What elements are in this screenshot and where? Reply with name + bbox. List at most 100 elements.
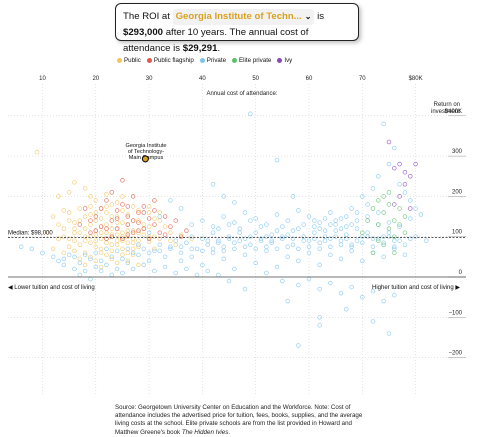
- data-point[interactable]: [402, 214, 408, 219]
- data-point[interactable]: [136, 238, 141, 243]
- data-point[interactable]: [317, 315, 322, 320]
- data-point[interactable]: [221, 194, 226, 199]
- data-point[interactable]: [296, 246, 301, 252]
- data-point[interactable]: [157, 218, 162, 223]
- data-point[interactable]: [152, 216, 157, 221]
- data-point[interactable]: [125, 240, 131, 245]
- data-point[interactable]: [114, 208, 120, 213]
- data-point[interactable]: [130, 240, 136, 245]
- data-point[interactable]: [248, 218, 253, 223]
- data-point[interactable]: [114, 248, 120, 254]
- data-point[interactable]: [397, 224, 402, 229]
- data-point[interactable]: [376, 222, 381, 227]
- data-point[interactable]: [232, 200, 237, 205]
- data-point[interactable]: [72, 254, 77, 260]
- data-point[interactable]: [120, 246, 125, 252]
- data-point[interactable]: [178, 232, 184, 237]
- data-point[interactable]: [200, 262, 205, 268]
- data-point[interactable]: [232, 220, 237, 225]
- data-point[interactable]: [365, 202, 370, 207]
- data-point[interactable]: [269, 238, 274, 243]
- data-point[interactable]: [322, 216, 328, 221]
- data-point[interactable]: [344, 214, 349, 219]
- data-point[interactable]: [50, 246, 56, 252]
- data-point[interactable]: [344, 236, 349, 241]
- data-point[interactable]: [210, 246, 216, 252]
- data-point[interactable]: [114, 216, 120, 221]
- data-point[interactable]: [306, 244, 312, 249]
- data-point[interactable]: [413, 206, 418, 211]
- data-point[interactable]: [98, 268, 104, 274]
- data-point[interactable]: [285, 244, 290, 249]
- data-point[interactable]: [93, 264, 99, 270]
- data-point[interactable]: [77, 260, 83, 266]
- data-point[interactable]: [424, 238, 429, 243]
- data-point[interactable]: [365, 230, 370, 235]
- data-point[interactable]: [354, 210, 360, 215]
- data-point[interactable]: [397, 182, 402, 187]
- data-point[interactable]: [376, 174, 381, 179]
- data-point[interactable]: [370, 206, 376, 211]
- data-point[interactable]: [109, 232, 115, 237]
- data-point[interactable]: [93, 214, 99, 219]
- data-point[interactable]: [136, 220, 141, 225]
- data-point[interactable]: [178, 258, 184, 264]
- data-point[interactable]: [72, 266, 77, 272]
- data-point[interactable]: [77, 218, 83, 223]
- data-point[interactable]: [77, 256, 83, 262]
- data-point[interactable]: [312, 224, 317, 229]
- data-point[interactable]: [210, 230, 216, 235]
- data-point[interactable]: [264, 222, 269, 227]
- data-point[interactable]: [125, 212, 131, 217]
- data-point[interactable]: [141, 222, 146, 227]
- data-point[interactable]: [285, 298, 290, 304]
- data-point[interactable]: [88, 240, 93, 245]
- data-point[interactable]: [45, 230, 51, 235]
- data-point[interactable]: [104, 262, 109, 268]
- data-point[interactable]: [264, 248, 269, 254]
- data-point[interactable]: [146, 230, 152, 235]
- data-point[interactable]: [418, 212, 424, 217]
- data-point[interactable]: [146, 216, 152, 221]
- data-point[interactable]: [349, 222, 354, 227]
- data-point[interactable]: [93, 198, 99, 203]
- data-point[interactable]: [344, 224, 349, 229]
- data-point[interactable]: [125, 228, 131, 233]
- data-point[interactable]: [333, 228, 338, 233]
- data-point[interactable]: [221, 244, 226, 249]
- data-point[interactable]: [114, 238, 120, 243]
- data-point[interactable]: [216, 238, 221, 243]
- data-point[interactable]: [392, 145, 397, 151]
- data-point[interactable]: [386, 161, 392, 167]
- data-point[interactable]: [146, 210, 152, 215]
- data-point[interactable]: [56, 194, 61, 199]
- data-point[interactable]: [98, 236, 104, 241]
- data-point[interactable]: [88, 256, 93, 262]
- data-point[interactable]: [338, 238, 344, 243]
- data-point[interactable]: [40, 250, 45, 256]
- data-point[interactable]: [237, 230, 242, 235]
- legend-item-public-flagship[interactable]: Public flagship: [146, 57, 194, 64]
- data-point[interactable]: [125, 232, 131, 237]
- data-point[interactable]: [317, 323, 322, 328]
- data-point[interactable]: [114, 242, 120, 247]
- data-point[interactable]: [18, 244, 24, 249]
- data-point[interactable]: [317, 240, 322, 245]
- data-point[interactable]: [66, 252, 72, 258]
- data-point[interactable]: [328, 280, 333, 286]
- data-point[interactable]: [365, 214, 370, 219]
- data-point[interactable]: [402, 182, 408, 187]
- highlight-point[interactable]: [141, 155, 149, 163]
- data-point[interactable]: [130, 204, 136, 209]
- data-point[interactable]: [56, 236, 61, 241]
- data-point[interactable]: [146, 204, 152, 209]
- data-point[interactable]: [88, 212, 93, 217]
- data-point[interactable]: [168, 230, 173, 235]
- data-point[interactable]: [98, 206, 104, 211]
- data-point[interactable]: [152, 198, 157, 203]
- data-point[interactable]: [82, 186, 88, 191]
- data-point[interactable]: [98, 230, 104, 235]
- data-point[interactable]: [349, 206, 354, 211]
- data-point[interactable]: [120, 236, 125, 241]
- data-point[interactable]: [104, 230, 109, 235]
